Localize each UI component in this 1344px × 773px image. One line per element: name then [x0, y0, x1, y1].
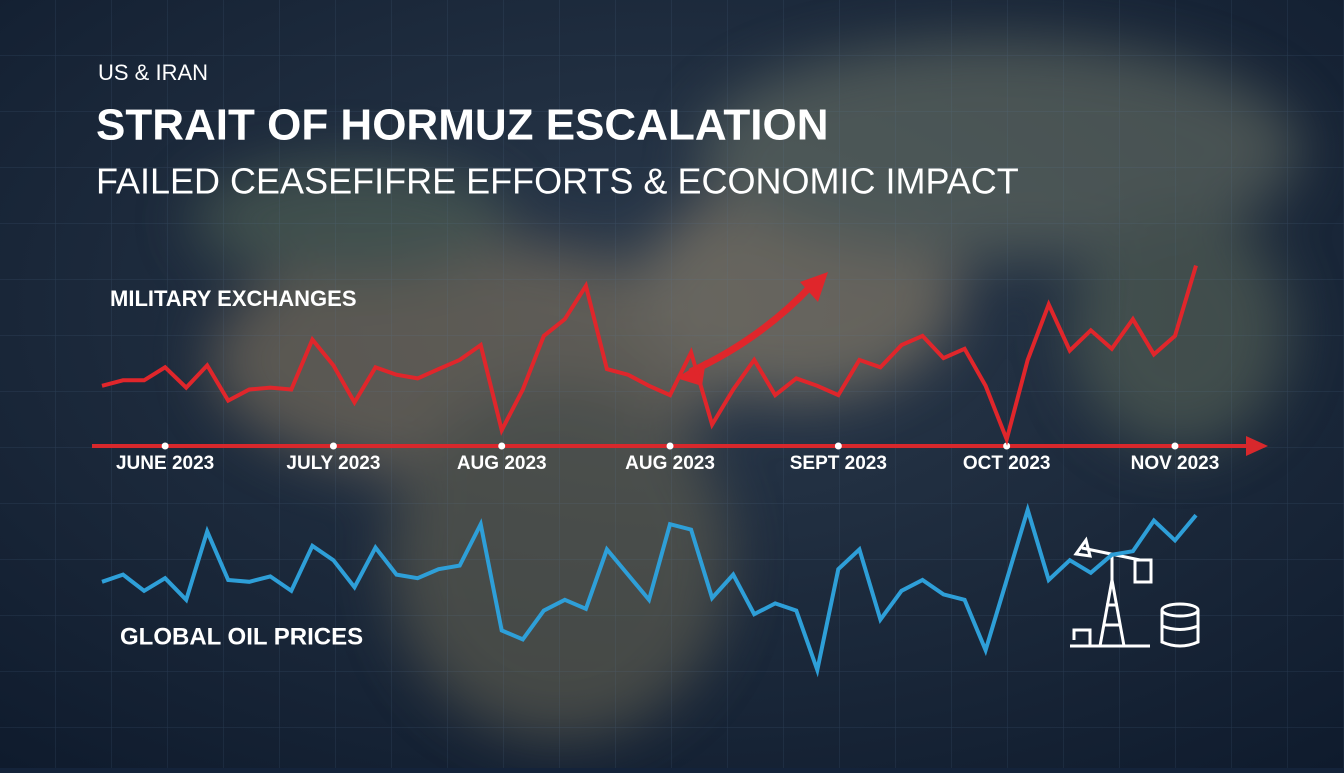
axis-dot	[1171, 442, 1179, 450]
axis-dot	[1003, 442, 1011, 450]
chart-title: STRAIT OF HORMUZ ESCALATION	[96, 101, 828, 150]
x-tick-label: JULY 2023	[286, 453, 380, 474]
series-line	[101, 265, 1198, 446]
x-tick-label: OCT 2023	[963, 453, 1051, 474]
series-label: GLOBAL OIL PRICES	[120, 623, 363, 650]
x-tick-label: NOV 2023	[1131, 453, 1220, 474]
axis-dot	[666, 442, 674, 450]
axis-dot	[161, 442, 169, 450]
kicker: US & IRAN	[98, 60, 208, 85]
x-tick-label: AUG 2023	[625, 453, 715, 474]
chart-subtitle: FAILED CEASEFIFRE EFFORTS & ECONOMIC IMP…	[96, 161, 1019, 202]
axis-dot	[329, 442, 337, 450]
axis-dot	[834, 442, 842, 450]
series-line	[101, 502, 1198, 678]
axis-arrow	[1246, 436, 1268, 456]
axis-dot	[498, 442, 506, 450]
x-tick-label: AUG 2023	[457, 453, 547, 474]
x-tick-label: SEPT 2023	[790, 453, 887, 474]
series-label: MILITARY EXCHANGES	[110, 286, 357, 311]
x-tick-label: JUNE 2023	[116, 453, 214, 474]
